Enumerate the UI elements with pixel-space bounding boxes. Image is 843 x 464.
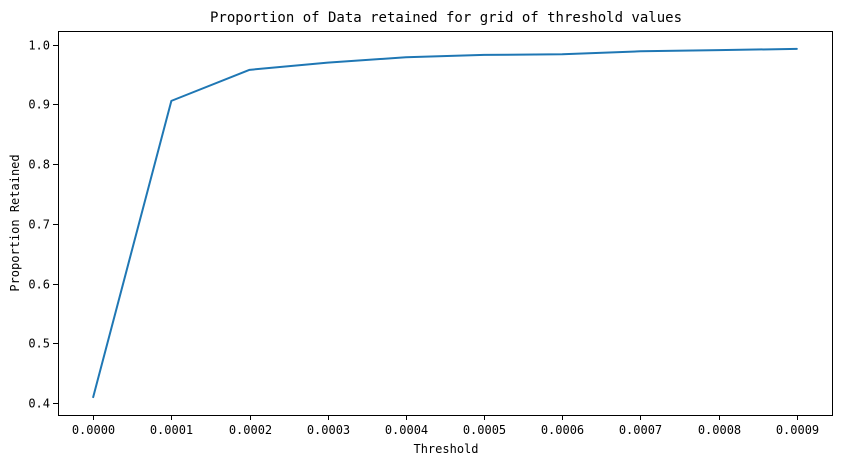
y-tick-label: 0.4 [28, 397, 50, 411]
x-tick-label: 0.0002 [229, 423, 272, 437]
y-axis: 0.4 0.5 0.6 0.7 0.8 0.9 1.0 [28, 39, 59, 411]
x-tick-label: 0.0004 [385, 423, 428, 437]
y-tick-label: 0.7 [28, 218, 50, 232]
plot-frame [58, 31, 833, 416]
y-tick-label: 0.5 [28, 337, 50, 351]
x-tick-label: 0.0001 [150, 423, 193, 437]
chart-title: Proportion of Data retained for grid of … [210, 10, 682, 26]
x-axis-label: Threshold [413, 442, 478, 456]
x-tick-label: 0.0009 [776, 423, 819, 437]
y-tick-label: 1.0 [28, 39, 50, 53]
series-line [92, 47, 798, 399]
x-axis: 0.0000 0.0001 0.0002 0.0003 0.0004 0.0005 0.00… [72, 415, 819, 437]
x-tick-label: 0.0003 [307, 423, 350, 437]
y-tick-label: 0.9 [28, 98, 50, 112]
y-axis-label: Proportion Retained [8, 154, 22, 291]
x-tick-label: 0.0008 [698, 423, 741, 437]
y-tick-label: 0.6 [28, 278, 50, 292]
x-tick-label: 0.0005 [463, 423, 506, 437]
x-tick-label: 0.0000 [72, 423, 115, 437]
x-tick-label: 0.0007 [619, 423, 662, 437]
y-tick-label: 0.8 [28, 158, 50, 172]
x-tick-label: 0.0006 [541, 423, 584, 437]
